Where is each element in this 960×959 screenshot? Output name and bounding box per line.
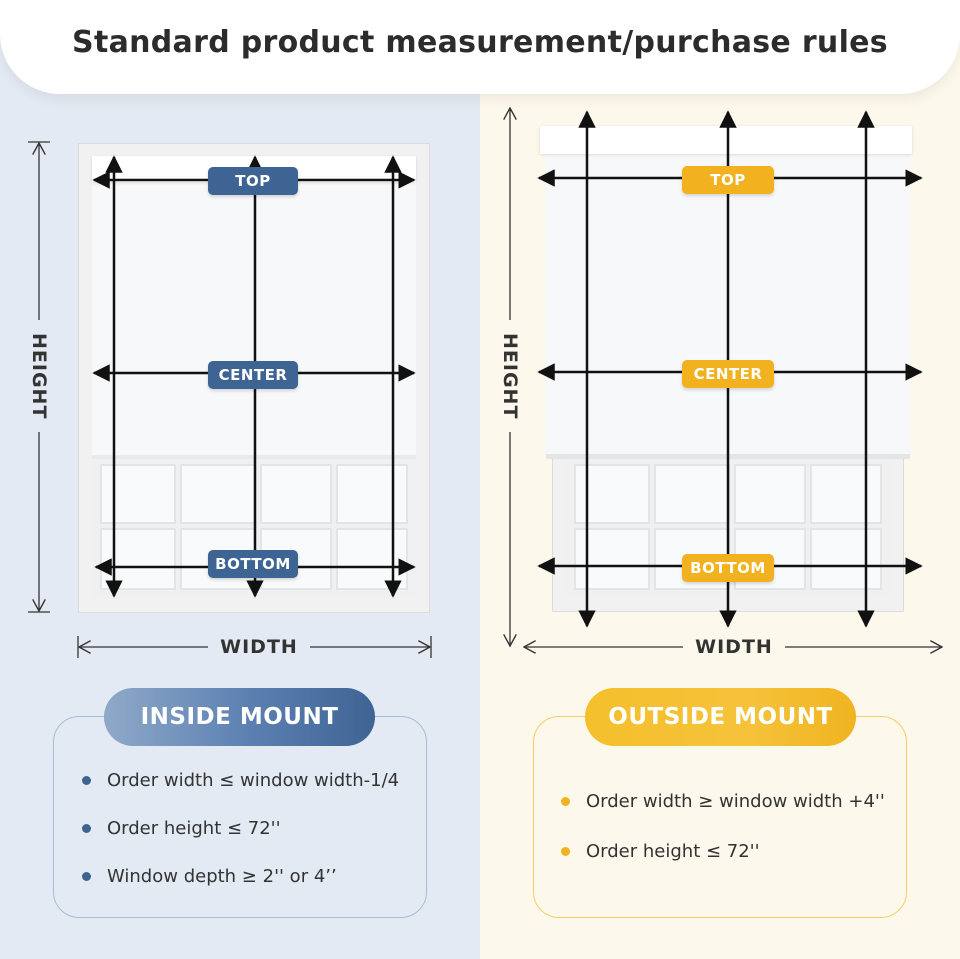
- inside-rule-height: Order height ≤ 72'': [82, 818, 281, 839]
- outside-bottom-tag: BOTTOM: [682, 554, 774, 582]
- page-title: Standard product measurement/purchase ru…: [72, 24, 888, 60]
- outside-bottom-rail: [546, 454, 910, 459]
- inside-mount-title: INSIDE MOUNT: [104, 688, 375, 746]
- inside-height-label: HEIGHT: [28, 333, 50, 420]
- inside-roller-shade: [92, 168, 416, 458]
- inside-top-tag: TOP: [208, 167, 298, 195]
- inside-bottom-rail: [92, 455, 416, 459]
- inside-rule-width: Order width ≤ window width-1/4: [82, 770, 399, 791]
- outside-width-label: WIDTH: [695, 636, 773, 658]
- outside-rule-width: Order width ≥ window width +4'': [561, 791, 885, 812]
- outside-mount-title: OUTSIDE MOUNT: [585, 688, 856, 746]
- inside-rule-depth: Window depth ≥ 2'' or 4’’: [82, 866, 337, 887]
- outside-center-tag: CENTER: [682, 360, 774, 388]
- inside-center-tag: CENTER: [208, 361, 298, 389]
- outside-top-tag: TOP: [682, 166, 774, 194]
- outside-height-label: HEIGHT: [499, 333, 521, 420]
- outside-headrail: [540, 126, 912, 154]
- bullet-icon: [561, 847, 570, 856]
- outside-mount-rules-box: [533, 716, 907, 918]
- bullet-icon: [82, 776, 91, 785]
- outside-rule-height: Order height ≤ 72'': [561, 841, 760, 862]
- bullet-icon: [82, 872, 91, 881]
- inside-mount-rules-box: [53, 716, 427, 918]
- inside-width-label: WIDTH: [220, 636, 298, 658]
- title-banner: Standard product measurement/purchase ru…: [0, 0, 960, 94]
- bullet-icon: [561, 797, 570, 806]
- bullet-icon: [82, 824, 91, 833]
- inside-bottom-tag: BOTTOM: [208, 550, 298, 578]
